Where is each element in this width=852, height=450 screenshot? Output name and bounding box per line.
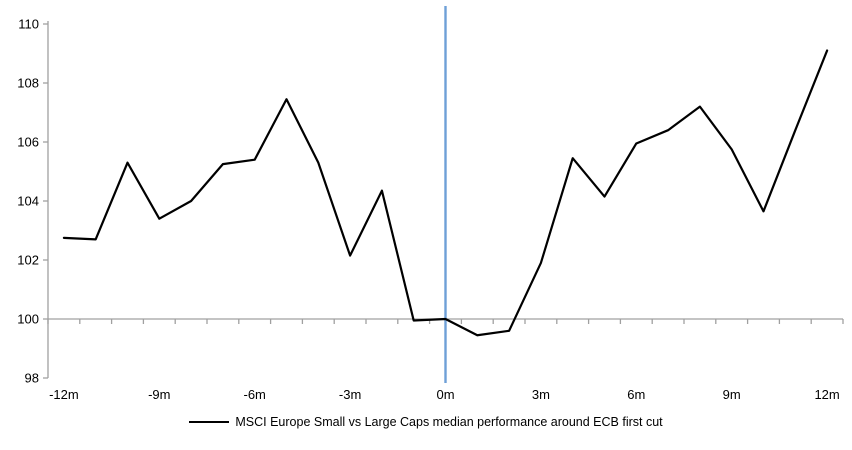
y-axis-label: 98 [25, 371, 39, 386]
x-axis-label: -6m [244, 387, 266, 402]
x-axis-label: -9m [148, 387, 170, 402]
y-axis-label: 100 [17, 312, 39, 327]
series-line [62, 49, 829, 337]
legend-series-label: MSCI Europe Small vs Large Caps median p… [235, 415, 663, 429]
x-axis-label: 6m [627, 387, 645, 402]
x-axis-label: 3m [532, 387, 550, 402]
x-axis-label: -3m [339, 387, 361, 402]
line-chart-svg: 98 100 102 104 106 108 110 -12m -9m -6m -3m 0m 3m 6m 9… [17, 6, 844, 402]
chart-legend: MSCI Europe Small vs Large Caps median p… [0, 415, 852, 429]
y-axis-label: 106 [17, 135, 39, 150]
legend-line-sample [189, 421, 230, 423]
x-axis-label: 0m [436, 387, 454, 402]
y-axis-label: 110 [18, 17, 39, 32]
y-axis-label: 104 [17, 194, 39, 209]
y-axis-label: 102 [17, 253, 39, 268]
x-axis-label: 9m [723, 387, 741, 402]
x-axis-label: -12m [49, 387, 79, 402]
y-axis-label: 108 [17, 76, 39, 91]
x-axis-label: 12m [814, 387, 839, 402]
